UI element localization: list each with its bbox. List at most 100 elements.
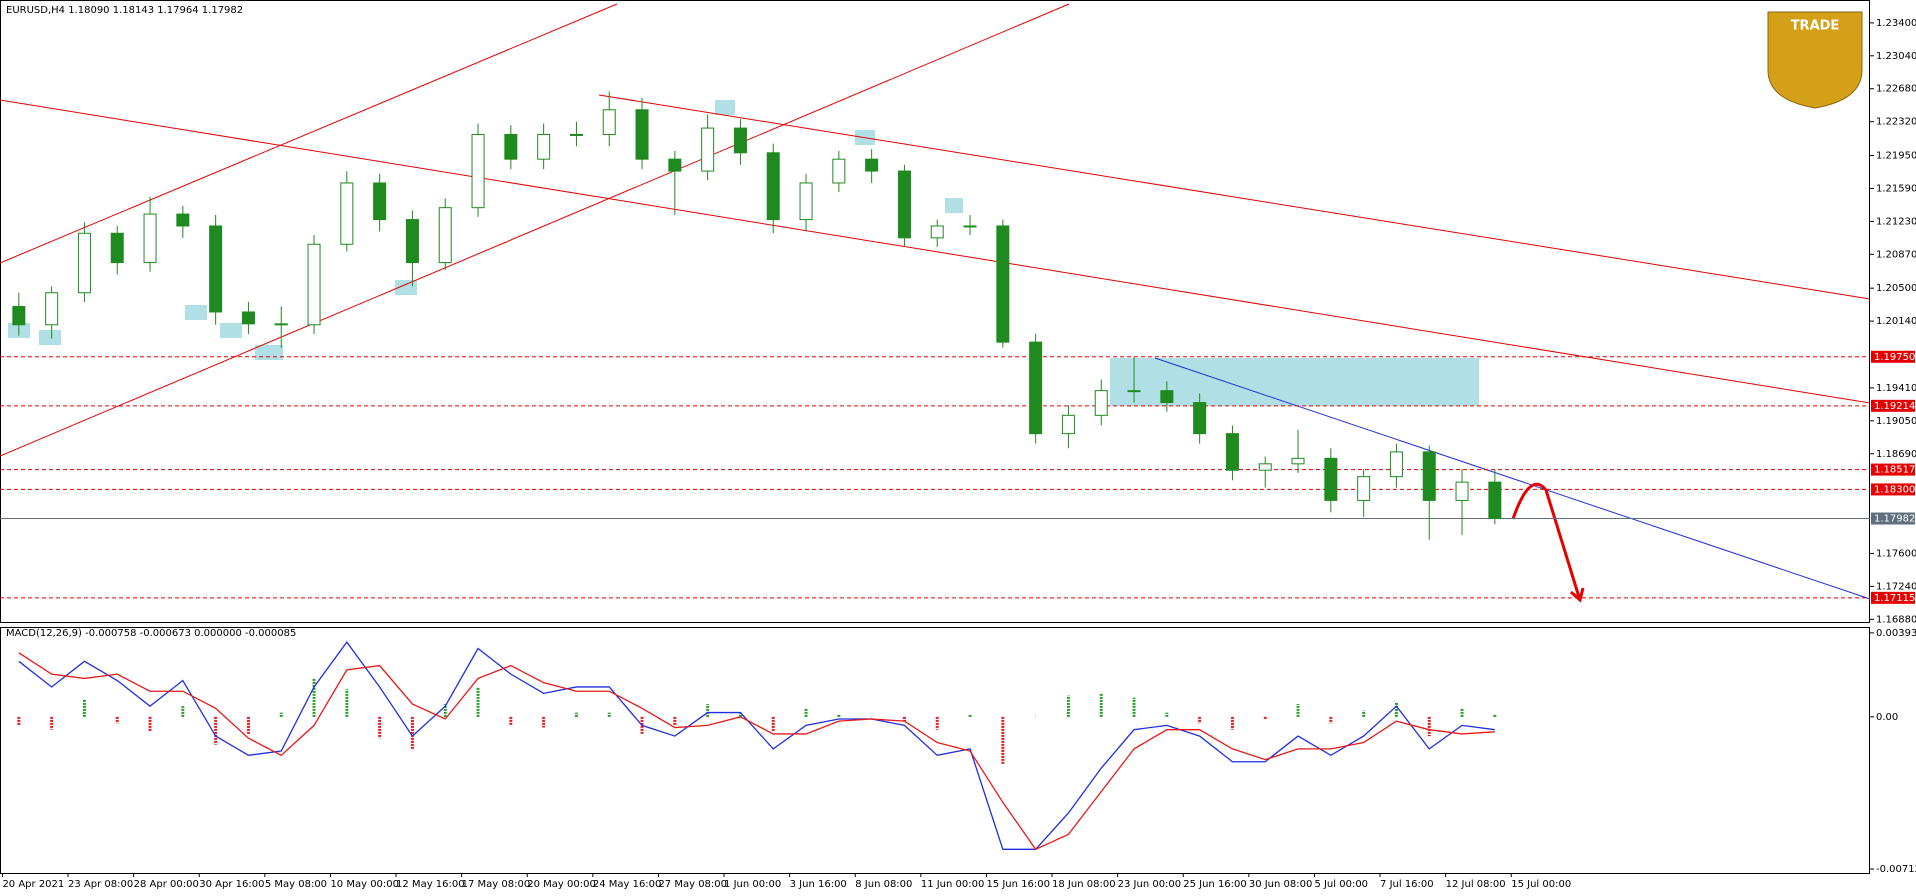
candle-body [1258, 463, 1272, 471]
zone [255, 345, 283, 360]
y-tick-label: 0.00 [1876, 712, 1898, 723]
candle-body [504, 133, 518, 160]
price-level-tag [1871, 463, 1915, 476]
candle-body [569, 133, 583, 136]
macd-line [18, 652, 1495, 851]
y-tick-label: 1.20500 [1876, 283, 1916, 294]
y-tick-label: 0.003932 [1876, 628, 1916, 639]
candle-body [799, 182, 813, 221]
y-tick-label: 1.17600 [1876, 548, 1916, 559]
x-tick-label: 8 Jun 08:00 [855, 879, 912, 890]
candle-body [274, 323, 288, 326]
x-tick-label: 18 Jun 08:00 [1052, 879, 1116, 890]
y-tick-label: 1.20140 [1876, 316, 1916, 327]
candle-body [77, 232, 91, 294]
y-tick-label: 1.21590 [1876, 183, 1916, 194]
candle-body [1094, 390, 1108, 416]
candle-body [1127, 390, 1141, 393]
candle-body [996, 225, 1010, 343]
candle-body [340, 182, 354, 245]
x-tick-label: 1 Jun 00:00 [724, 879, 781, 890]
candle-body [1488, 481, 1502, 520]
forecast-arrow [1511, 482, 1581, 598]
x-tick-label: 3 Jun 16:00 [790, 879, 847, 890]
candle-body [110, 232, 124, 264]
candle-body [209, 225, 223, 313]
y-tick-label: 1.23040 [1876, 51, 1916, 62]
price-level-label: 1.19214 [1874, 401, 1915, 412]
y-tick-label: 1.19050 [1876, 416, 1916, 427]
arrow-head [1570, 587, 1585, 603]
candle-body [307, 243, 321, 326]
zone [715, 100, 735, 115]
x-tick-label: 25 Jun 16:00 [1183, 879, 1247, 890]
candle-body [241, 311, 255, 325]
x-tick-label: 15 Jul 00:00 [1511, 879, 1571, 890]
trendline [0, 99, 1871, 404]
candle-body [438, 207, 452, 264]
candle-body [668, 158, 682, 172]
candle-body [963, 225, 977, 228]
macd-title: MACD(12,26,9) -0.000758 -0.000673 0.0000… [6, 628, 296, 639]
price-level-label: 1.17982 [1874, 514, 1915, 525]
candle-body [12, 305, 26, 326]
y-tick-label: -0.007124 [1876, 864, 1916, 875]
candle-body [602, 109, 616, 135]
candle-body [1422, 451, 1436, 501]
price-level-tag [1871, 350, 1915, 363]
zone [395, 280, 417, 295]
candle-body [471, 133, 485, 209]
y-tick-label: 1.21950 [1876, 151, 1916, 162]
price-level-label: 1.18300 [1874, 484, 1915, 495]
trendline [0, 3, 618, 264]
x-tick-label: 12 Jul 08:00 [1446, 879, 1506, 890]
candle-body [701, 127, 715, 172]
x-tick-label: 12 May 16:00 [396, 879, 465, 890]
x-tick-label: 20 Apr 2021 [2, 879, 64, 890]
logo-shield [1767, 11, 1863, 109]
candle-body [1324, 457, 1338, 501]
candle-body [930, 225, 944, 239]
symbol-info: EURUSD,H4 1.18090 1.18143 1.17964 1.1798… [6, 5, 243, 16]
candle-body [1455, 481, 1469, 501]
candle-body [635, 109, 649, 160]
candle-body [373, 182, 387, 221]
candle-body [1029, 341, 1043, 435]
x-tick-label: 10 May 00:00 [330, 879, 399, 890]
zone [185, 305, 207, 320]
candle-body [1061, 414, 1075, 435]
candle-body [1389, 451, 1403, 478]
logo-text: TRADE [1791, 19, 1840, 34]
x-tick-label: 28 Apr 00:00 [134, 879, 199, 890]
zone [220, 323, 242, 338]
y-tick-label: 1.18690 [1876, 449, 1916, 460]
x-tick-label: 20 May 00:00 [527, 879, 596, 890]
x-tick-label: 15 Jun 16:00 [986, 879, 1050, 890]
candle-body [865, 158, 879, 172]
y-tick-label: 1.17240 [1876, 581, 1916, 592]
candle-body [45, 292, 59, 326]
price-level-tag [1871, 483, 1915, 496]
x-tick-label: 23 Apr 08:00 [68, 879, 133, 890]
x-tick-label: 23 Jun 00:00 [1118, 879, 1182, 890]
zone [39, 330, 61, 345]
y-tick-label: 1.16880 [1876, 614, 1916, 625]
candle-body [766, 152, 780, 221]
x-tick-label: 17 May 08:00 [462, 879, 531, 890]
zone [945, 198, 963, 213]
x-tick-label: 24 May 16:00 [593, 879, 662, 890]
x-tick-label: 30 Apr 16:00 [199, 879, 264, 890]
macd-line [18, 640, 1495, 850]
x-tick-label: 27 May 08:00 [658, 879, 727, 890]
candle-body [832, 158, 846, 184]
x-tick-label: 30 Jun 08:00 [1249, 879, 1313, 890]
x-tick-label: 7 Jul 16:00 [1380, 879, 1434, 890]
y-tick-label: 1.21230 [1876, 216, 1916, 227]
candle-body [1225, 433, 1239, 471]
price-level-tag [1871, 591, 1915, 604]
price-level-tag [1871, 512, 1915, 525]
price-level-tag [1871, 399, 1915, 412]
candle-body [1291, 457, 1305, 465]
macd-panel [0, 627, 1870, 874]
